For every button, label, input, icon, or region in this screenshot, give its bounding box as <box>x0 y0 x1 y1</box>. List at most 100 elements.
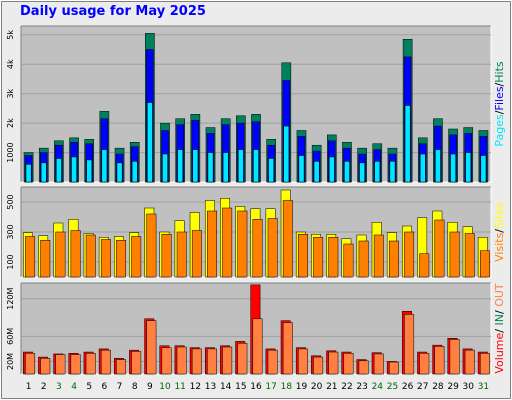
bar-pages-day-18 <box>283 125 290 183</box>
bar-out-day-10 <box>161 347 172 375</box>
bar-out-day-8 <box>131 351 142 375</box>
bar-pages-day-7 <box>116 162 123 183</box>
x-tick-label-day-28: 28 <box>432 382 444 392</box>
bar-out-day-6 <box>100 349 111 375</box>
x-tick-label-day-2: 2 <box>41 382 47 392</box>
bar-pages-day-6 <box>101 149 108 183</box>
bar-sites-day-13 <box>207 210 217 278</box>
bar-out-day-31 <box>479 353 490 375</box>
bar-sites-day-1 <box>25 236 36 278</box>
x-tick-label-day-21: 21 <box>326 382 337 392</box>
x-tick-label-day-12: 12 <box>190 382 201 392</box>
y-tick-label: 20M <box>6 353 15 370</box>
bar-sites-day-19 <box>298 234 308 278</box>
bar-out-day-24 <box>373 353 384 375</box>
ylabel-part: Hits <box>493 61 506 83</box>
bar-out-day-12 <box>191 348 202 375</box>
bar-out-day-26 <box>404 314 415 375</box>
bar-sites-day-9 <box>146 213 157 278</box>
bar-pages-day-27 <box>419 153 426 183</box>
bar-out-day-30 <box>464 349 475 375</box>
bar-out-day-11 <box>176 346 187 375</box>
bar-pages-day-4 <box>71 156 77 183</box>
y-tick-label: 2k <box>6 118 15 128</box>
bar-pages-day-1 <box>25 164 32 183</box>
bar-sites-day-16 <box>252 219 263 278</box>
bar-out-day-27 <box>419 353 430 375</box>
x-tick-label-day-31: 31 <box>478 382 489 392</box>
y-tick-label: 500 <box>6 194 15 209</box>
bar-pages-day-26 <box>404 105 411 183</box>
bar-out-day-29 <box>449 339 460 375</box>
x-tick-label-day-13: 13 <box>205 382 216 392</box>
y-tick-label: 5k <box>6 30 15 40</box>
x-tick-label-day-26: 26 <box>402 382 414 392</box>
bar-out-day-7 <box>116 359 127 375</box>
ylabel-part: Pages <box>493 114 506 147</box>
x-tick-label-day-22: 22 <box>341 382 352 392</box>
bar-pages-day-3 <box>56 158 62 183</box>
ylabel-part: / <box>493 110 506 114</box>
ylabel-part: Volume <box>493 332 506 373</box>
bar-out-day-1 <box>25 353 36 375</box>
ylabel-part: / <box>493 82 506 86</box>
bar-out-day-23 <box>358 360 369 375</box>
bar-pages-day-17 <box>268 158 274 183</box>
bar-sites-day-11 <box>176 231 187 278</box>
x-tick-label-day-5: 5 <box>86 382 92 392</box>
bar-pages-day-5 <box>86 159 93 183</box>
x-tick-label-day-15: 15 <box>235 382 246 392</box>
bar-pages-day-30 <box>465 152 472 183</box>
ylabel-part: / <box>493 329 506 333</box>
bar-sites-day-3 <box>55 231 66 278</box>
bar-sites-day-5 <box>85 234 96 278</box>
bar-sites-day-14 <box>222 207 233 278</box>
x-tick-label-day-1: 1 <box>26 382 32 392</box>
bar-pages-day-10 <box>162 153 168 183</box>
bar-sites-day-17 <box>267 218 278 278</box>
bar-pages-day-31 <box>480 155 487 183</box>
x-tick-label-day-14: 14 <box>220 382 232 392</box>
bar-sites-day-6 <box>100 239 111 278</box>
bar-out-day-21 <box>328 351 339 375</box>
x-tick-label-day-8: 8 <box>132 382 138 392</box>
bar-pages-day-13 <box>207 152 214 183</box>
bar-pages-day-21 <box>328 156 335 183</box>
bar-sites-day-2 <box>40 240 51 278</box>
bar-sites-day-21 <box>328 237 339 278</box>
bar-out-day-16 <box>252 318 263 375</box>
x-tick-label-day-6: 6 <box>102 382 108 392</box>
bar-sites-day-26 <box>404 231 415 278</box>
bar-sites-day-22 <box>343 243 354 278</box>
bar-out-day-2 <box>40 358 51 375</box>
bar-out-day-13 <box>207 348 217 375</box>
bar-out-day-4 <box>70 354 81 375</box>
y-tick-label: 120M <box>6 288 15 310</box>
bar-out-day-22 <box>343 353 354 375</box>
panel-3-ylabel: Volume/ IN/ OUT <box>493 283 506 374</box>
bar-sites-day-15 <box>237 210 248 278</box>
bar-pages-day-11 <box>177 149 184 183</box>
bar-sites-day-7 <box>116 240 127 278</box>
bar-out-day-25 <box>389 361 399 375</box>
panel-1-ylabel: Pages/Files/Hits <box>493 61 506 147</box>
x-tick-label-day-29: 29 <box>447 382 459 392</box>
x-tick-label-day-17: 17 <box>265 382 276 392</box>
bar-sites-day-12 <box>191 230 202 278</box>
bar-out-day-28 <box>434 346 445 375</box>
chart-title: Daily usage for May 2025 <box>20 4 206 19</box>
bar-sites-day-4 <box>70 230 81 278</box>
bar-sites-day-27 <box>419 253 430 278</box>
x-tick-label-day-18: 18 <box>281 382 293 392</box>
bar-pages-day-2 <box>40 162 47 183</box>
bar-pages-day-12 <box>192 149 199 183</box>
bar-sites-day-25 <box>389 240 399 278</box>
y-tick-label: 60M <box>6 328 15 345</box>
bar-out-day-9 <box>146 320 157 375</box>
bar-pages-day-25 <box>389 161 396 183</box>
bar-pages-day-15 <box>238 149 244 183</box>
bar-sites-day-18 <box>282 200 293 278</box>
